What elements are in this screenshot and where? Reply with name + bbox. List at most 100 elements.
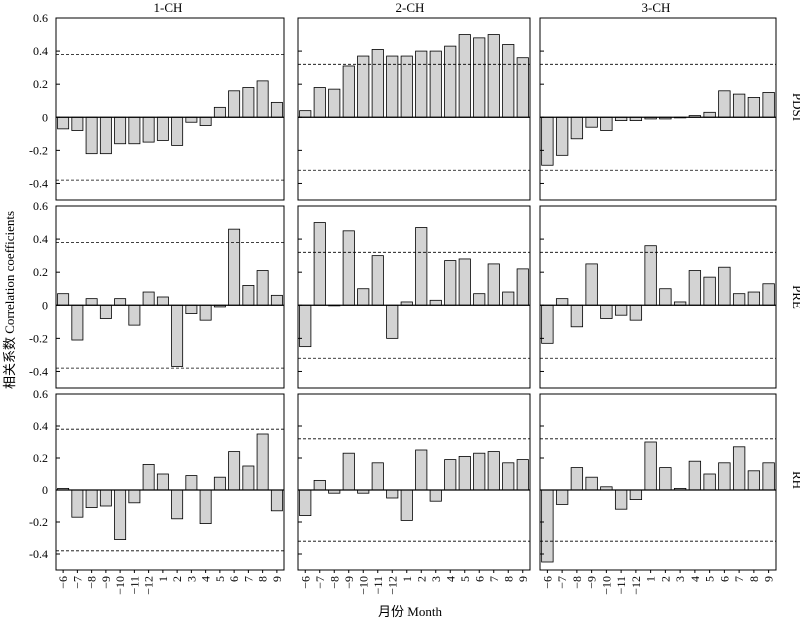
bar-rh-2-ch-1	[299, 489, 312, 517]
bar-pdsi-1-ch-7	[142, 116, 155, 143]
bar-pdsi-1-ch-15	[256, 80, 269, 118]
bar-rh-3-ch-14	[732, 446, 746, 491]
panel-rh-2-ch: −6 −7 −8 −9 −10 −11 −12 1 2 3 4 5 6 7 8 9	[297, 393, 531, 595]
bar-pdsi-2-ch-15	[502, 44, 515, 118]
x-tick-label: −7	[70, 576, 84, 589]
y-tick-label: 0.2	[33, 451, 48, 465]
bar-pre-3-ch-11	[688, 270, 702, 306]
bar-rh-3-ch-3	[570, 467, 584, 491]
bar-rh-3-ch-7	[629, 489, 643, 501]
x-tick-label: 8	[501, 576, 515, 582]
x-tick-label: 9	[270, 576, 284, 582]
bar-rh-3-ch-16	[762, 462, 775, 491]
bar-rh-2-ch-6	[371, 462, 384, 491]
bar-rh-3-ch-6	[614, 489, 628, 510]
bar-pre-1-ch-11	[199, 304, 212, 321]
x-tick-label: −11	[614, 576, 628, 594]
bar-pdsi-3-ch-4	[585, 116, 598, 128]
y-tick-label: 0.2	[33, 77, 48, 91]
y-tick-label: -0.2	[29, 143, 48, 157]
bar-pre-1-ch-13	[228, 228, 241, 306]
x-tick-label: −9	[585, 576, 599, 589]
panel-frame	[539, 205, 777, 389]
x-tick-label: −7	[313, 576, 327, 589]
bar-pdsi-2-ch-2	[313, 87, 326, 118]
x-tick-label: 8	[256, 576, 270, 582]
bar-rh-1-ch-8	[156, 473, 169, 491]
bar-pdsi-2-ch-16	[516, 57, 529, 118]
y-tick-label: -0.4	[29, 176, 48, 190]
bar-pre-3-ch-16	[762, 283, 775, 306]
bar-rh-2-ch-7	[386, 489, 399, 499]
bar-rh-3-ch-13	[718, 462, 731, 491]
bar-rh-1-ch-10	[185, 475, 198, 491]
bar-rh-2-ch-16	[516, 459, 529, 491]
bar-pdsi-1-ch-9	[171, 116, 184, 146]
bar-pdsi-2-ch-4	[342, 65, 355, 118]
y-tick-label: 0.4	[33, 44, 48, 58]
x-axis-label: 月份 Month	[378, 604, 442, 619]
bar-pdsi-3-ch-14	[732, 93, 746, 118]
bar-pre-2-ch-1	[299, 304, 312, 348]
bar-pre-2-ch-2	[313, 222, 326, 306]
bar-pre-2-ch-6	[371, 255, 384, 306]
bar-pdsi-2-ch-8	[400, 55, 413, 118]
bar-rh-3-ch-12	[703, 473, 716, 491]
x-tick-label: −8	[327, 576, 341, 589]
x-tick-label: 7	[487, 576, 501, 582]
x-tick-label: 3	[673, 576, 687, 582]
y-tick-label: -0.4	[29, 547, 48, 561]
x-tick-label: 6	[227, 576, 241, 582]
bar-pre-3-ch-4	[585, 263, 598, 306]
bar-pre-3-ch-13	[718, 266, 731, 306]
bar-rh-2-ch-15	[502, 462, 515, 491]
bar-pre-2-ch-11	[444, 260, 457, 306]
bar-pre-3-ch-12	[703, 276, 716, 306]
bar-pre-3-ch-3	[570, 304, 584, 328]
bar-pdsi-2-ch-6	[371, 49, 384, 118]
bar-rh-1-ch-11	[199, 489, 212, 524]
panel-frame	[55, 205, 285, 389]
row-title-rh: RH	[790, 471, 800, 489]
x-tick-label: 9	[516, 576, 530, 582]
bar-pdsi-1-ch-13	[228, 90, 241, 118]
bar-pre-2-ch-7	[386, 304, 399, 339]
bar-pdsi-3-ch-1	[541, 116, 554, 166]
bar-pdsi-2-ch-1	[299, 110, 312, 118]
x-tick-label: 3	[429, 576, 443, 582]
x-tick-label: −6	[298, 576, 312, 589]
x-tick-label: 6	[717, 576, 731, 582]
bar-pre-2-ch-5	[357, 288, 370, 306]
bar-pdsi-2-ch-7	[386, 55, 399, 118]
bar-rh-1-ch-2	[71, 489, 84, 518]
bar-pre-1-ch-15	[256, 270, 269, 306]
bar-rh-1-ch-15	[256, 433, 269, 491]
panel-grid: 0.60.40.20-0.2-0.40.60.40.20-0.2-0.40.60…	[29, 11, 777, 595]
x-tick-label: 2	[658, 576, 672, 582]
panel-pdsi-3-ch	[539, 17, 777, 201]
column-title-3-ch: 3-CH	[642, 0, 671, 15]
x-tick-label: −9	[99, 576, 113, 589]
bar-pdsi-1-ch-5	[114, 116, 127, 145]
bar-pdsi-2-ch-12	[458, 34, 471, 118]
bar-pdsi-3-ch-13	[718, 90, 731, 118]
y-tick-label: 0	[42, 298, 48, 312]
bar-rh-1-ch-7	[142, 463, 155, 491]
bar-rh-2-ch-10	[429, 489, 442, 502]
bar-rh-1-ch-6	[128, 489, 141, 504]
x-tick-label: 8	[747, 576, 761, 582]
x-tick-label: −12	[385, 576, 399, 595]
bar-rh-1-ch-4	[99, 489, 112, 507]
bar-rh-1-ch-3	[85, 489, 98, 509]
bar-pdsi-3-ch-2	[555, 116, 569, 156]
x-tick-label: 4	[443, 576, 457, 582]
bar-pdsi-2-ch-14	[487, 34, 500, 118]
panel-frame	[297, 17, 531, 201]
bar-pre-1-ch-4	[99, 304, 112, 319]
x-tick-label: −7	[555, 576, 569, 589]
bar-pdsi-3-ch-3	[570, 116, 584, 140]
bar-pdsi-1-ch-10	[185, 116, 198, 123]
x-tick-label: 7	[241, 576, 255, 582]
bar-rh-2-ch-14	[487, 451, 500, 491]
panel-frame	[297, 393, 531, 571]
